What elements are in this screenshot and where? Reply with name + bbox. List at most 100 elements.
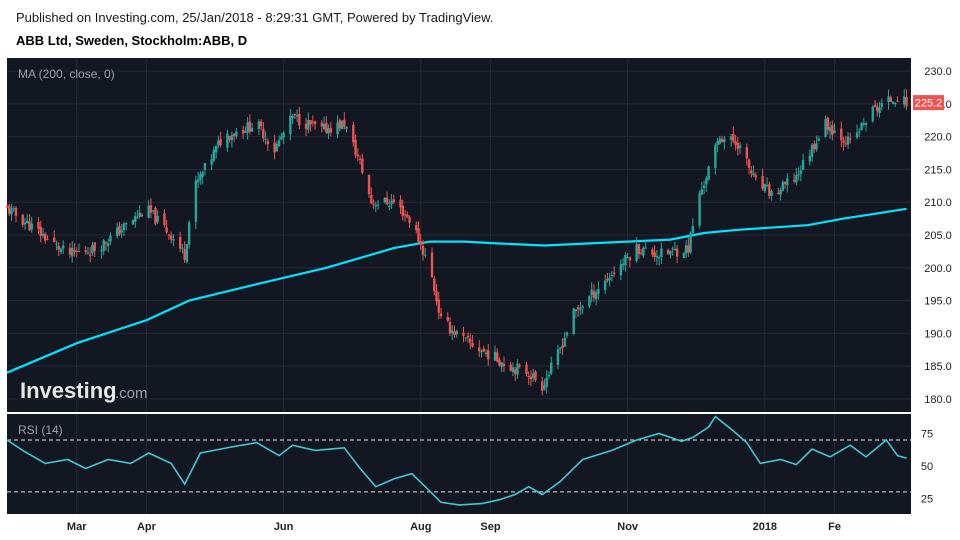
- candle-up: [235, 131, 238, 137]
- candle-down: [876, 106, 879, 112]
- candle-up: [590, 289, 593, 295]
- candle-down: [529, 376, 533, 380]
- candle-down: [498, 359, 501, 366]
- candle-up: [124, 223, 128, 225]
- candle-up: [275, 144, 279, 152]
- time-tick-label: 2018: [753, 521, 777, 533]
- candle-up: [765, 185, 769, 187]
- candle-up: [684, 245, 688, 254]
- candle-up: [23, 222, 27, 225]
- candle-up: [172, 239, 175, 241]
- candle-up: [657, 257, 661, 259]
- candle-up: [752, 173, 755, 176]
- candle-up: [246, 122, 249, 133]
- candle-down: [89, 254, 92, 256]
- rsi-bands: [7, 439, 911, 493]
- candle-down: [39, 226, 42, 237]
- candle-up: [147, 205, 150, 218]
- candle-up: [244, 131, 247, 133]
- candle-up: [671, 248, 674, 250]
- candle-up: [282, 132, 285, 138]
- candle-down: [750, 170, 753, 174]
- last-price-badge: 225.2: [913, 95, 944, 111]
- candle-down: [745, 147, 749, 159]
- candle-up: [871, 106, 874, 122]
- candle-up: [556, 349, 560, 366]
- candle-down: [219, 139, 222, 146]
- candle-down: [293, 114, 297, 116]
- candle-down: [298, 113, 301, 126]
- candle-down: [487, 350, 490, 360]
- candle-down: [666, 250, 670, 254]
- candle-down: [471, 342, 474, 347]
- candle-down: [448, 322, 452, 334]
- candle-down: [637, 244, 641, 255]
- candle-up: [545, 377, 548, 387]
- time-tick-label: Fe: [828, 521, 841, 533]
- candle-up: [817, 138, 821, 141]
- candle-up: [201, 172, 204, 177]
- candle-down: [68, 247, 72, 255]
- candle-down: [149, 205, 153, 213]
- price-tick-label: 210.0: [924, 197, 952, 209]
- candle-up: [547, 374, 551, 377]
- candle-down: [8, 205, 11, 214]
- candle-down: [329, 128, 333, 133]
- time-axis: Mar Apr Jun Aug Sep Nov 2018 Fe: [67, 521, 841, 533]
- candle-down: [905, 97, 908, 107]
- candle-up: [115, 227, 119, 237]
- candle-down: [262, 128, 265, 139]
- candle-down: [415, 224, 418, 231]
- candle-down: [399, 199, 402, 208]
- time-tick-label: Aug: [410, 521, 431, 533]
- rsi-panel-background: [7, 414, 911, 514]
- candle-down: [496, 352, 499, 362]
- candle-up: [86, 252, 90, 254]
- time-tick-label: Sep: [480, 521, 500, 533]
- candle-up: [597, 289, 600, 294]
- candle-up: [100, 250, 103, 252]
- candle-up: [210, 159, 213, 165]
- rsi-line-layer: [6, 415, 907, 506]
- candle-up: [77, 251, 81, 253]
- panel-divider: [7, 412, 911, 414]
- candle-down: [831, 125, 834, 135]
- instrument-title: ABB Ltd, Sweden, Stockholm:ABB, D: [16, 33, 248, 48]
- candle-up: [257, 121, 261, 129]
- candle-up: [702, 185, 706, 188]
- candle-up: [212, 149, 216, 161]
- candle-up: [862, 123, 865, 125]
- candle-up: [250, 128, 254, 132]
- candle-down: [361, 158, 364, 173]
- candle-down: [313, 121, 317, 125]
- candle-down: [561, 345, 564, 348]
- candle-down: [813, 144, 816, 150]
- candle-down: [446, 317, 449, 321]
- candle-down: [849, 138, 852, 140]
- candle-down: [469, 338, 472, 343]
- candle-down: [509, 364, 512, 371]
- candle-up: [705, 178, 708, 185]
- candle-down: [392, 199, 395, 203]
- price-tick-label: 200.0: [924, 263, 952, 275]
- candle-up: [59, 248, 63, 252]
- price-grid: [7, 58, 911, 412]
- candle-down: [840, 128, 843, 141]
- time-tick-label: Apr: [137, 521, 157, 533]
- candle-up: [62, 245, 65, 249]
- candle-down: [628, 257, 632, 261]
- candle-down: [466, 335, 470, 338]
- candle-down: [826, 117, 829, 130]
- candle-up: [729, 136, 733, 140]
- candle-down: [453, 331, 456, 336]
- candle-up: [71, 247, 74, 257]
- candle-up: [824, 119, 827, 137]
- moving-average-line: [6, 207, 907, 374]
- candle-up: [635, 244, 638, 261]
- candle-up: [451, 330, 454, 334]
- time-tick-label: Jun: [274, 521, 294, 533]
- time-tick-label: Nov: [617, 521, 639, 533]
- candle-up: [723, 138, 726, 142]
- candle-down: [761, 175, 764, 189]
- candle-up: [194, 180, 198, 222]
